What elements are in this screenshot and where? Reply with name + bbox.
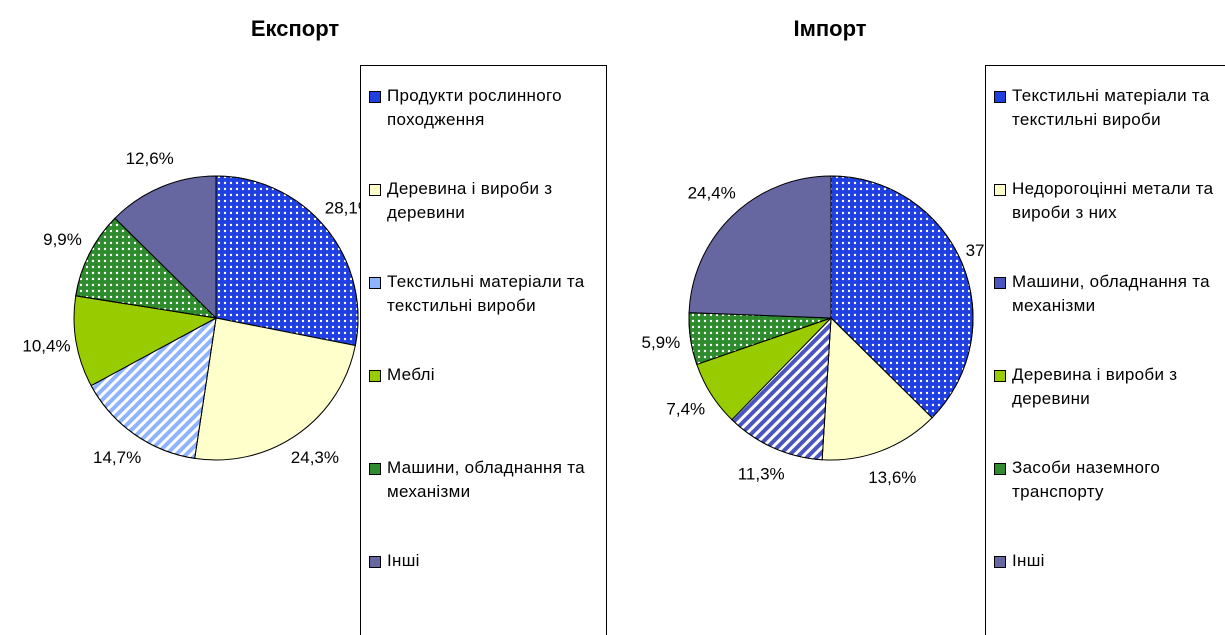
legend-swatch bbox=[994, 556, 1006, 568]
chart-title: Імпорт bbox=[793, 16, 866, 41]
data-label: 24,3% bbox=[291, 448, 339, 467]
slice-pattern bbox=[830, 175, 974, 419]
legend-label: Недорогоцінні метали та вироби з них bbox=[1012, 179, 1214, 222]
legend-item: Недорогоцінні метали та вироби з них bbox=[994, 177, 1225, 225]
legend-label: Меблі bbox=[387, 365, 435, 384]
legend-item: Деревина і вироби з деревини bbox=[369, 177, 602, 225]
legend-label: Засоби наземного транспорту bbox=[1012, 458, 1161, 501]
legend-item: Текстильні матеріали та текстильні вироб… bbox=[369, 270, 602, 318]
pie-slice bbox=[821, 316, 933, 461]
legend-label: Інші bbox=[1012, 551, 1045, 570]
legend-swatch bbox=[369, 556, 381, 568]
legend-item: Деревина і вироби з деревини bbox=[994, 363, 1225, 411]
legend-item: Машини, обладнання та механізми bbox=[994, 270, 1225, 318]
slice-pattern bbox=[75, 217, 218, 319]
legend-swatch bbox=[369, 91, 381, 103]
legend-item: Текстильні матеріали та текстильні вироб… bbox=[994, 84, 1225, 132]
data-label: 10,4% bbox=[22, 337, 70, 356]
legend-swatch bbox=[369, 184, 381, 196]
legend-item: Машини, обладнання та механізми bbox=[369, 456, 602, 504]
data-label: 5,9% bbox=[641, 333, 680, 352]
data-label: 14,7% bbox=[93, 448, 141, 467]
legend-label: Продукти рослинного походження bbox=[387, 86, 562, 129]
legend-label: Деревина і вироби з деревини bbox=[387, 179, 553, 222]
legend-label: Деревина і вироби з деревини bbox=[1012, 365, 1178, 408]
data-label: 13,6% bbox=[868, 468, 916, 487]
legend-item: Засоби наземного транспорту bbox=[994, 456, 1225, 504]
legend-swatch bbox=[369, 370, 381, 382]
slice-pattern bbox=[215, 175, 359, 347]
legend-label: Інші bbox=[387, 551, 420, 570]
legend-swatch bbox=[994, 463, 1006, 475]
pie-slice bbox=[194, 317, 356, 461]
legend-item: Інші bbox=[369, 549, 602, 573]
slice-pattern bbox=[90, 317, 217, 459]
pie-slice bbox=[688, 175, 832, 319]
legend-label: Машини, обладнання та механізми bbox=[1012, 272, 1210, 315]
data-label: 9,9% bbox=[43, 230, 82, 249]
pie-slice bbox=[73, 295, 218, 387]
legend-label: Машини, обладнання та механізми bbox=[387, 458, 585, 501]
legend-item: Продукти рослинного походження bbox=[369, 84, 602, 132]
data-label: 11,3% bbox=[738, 465, 785, 484]
chart-title: Експорт bbox=[251, 16, 340, 41]
legend-label: Текстильні матеріали та текстильні вироб… bbox=[387, 272, 585, 315]
legend: Продукти рослинного походження Деревина і… bbox=[360, 65, 607, 635]
legend-item: Меблі bbox=[369, 363, 602, 387]
legend: Текстильні матеріали та текстильні вироб… bbox=[985, 65, 1225, 635]
legend-swatch bbox=[994, 277, 1006, 289]
pie-slice bbox=[114, 175, 217, 320]
slice-pattern bbox=[731, 316, 832, 461]
data-label: 24,4% bbox=[688, 184, 736, 203]
legend-swatch bbox=[994, 91, 1006, 103]
data-label: 12,6% bbox=[126, 149, 174, 168]
legend-swatch bbox=[369, 277, 381, 289]
data-label: 7,4% bbox=[666, 400, 705, 419]
legend-swatch bbox=[994, 184, 1006, 196]
legend-label: Текстильні матеріали та текстильні вироб… bbox=[1012, 86, 1210, 129]
legend-swatch bbox=[369, 463, 381, 475]
legend-item: Інші bbox=[994, 549, 1225, 573]
legend-swatch bbox=[994, 370, 1006, 382]
